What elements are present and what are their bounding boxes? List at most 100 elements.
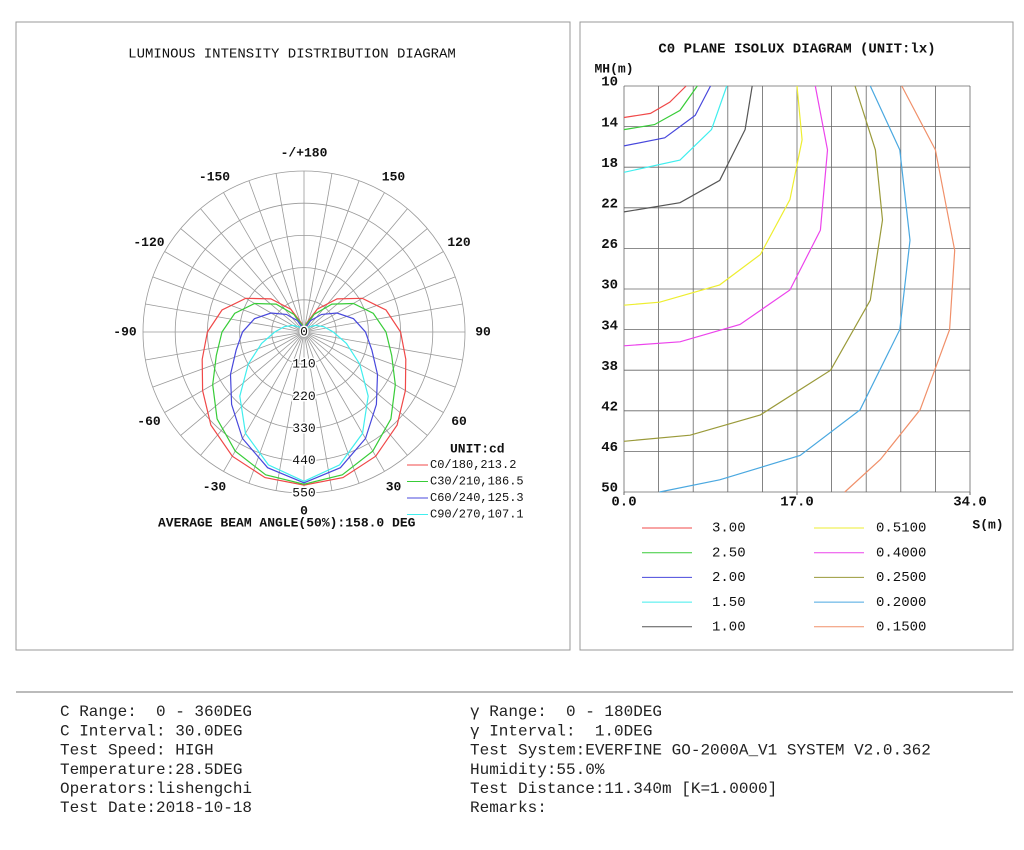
legend-label: 3.00: [712, 521, 746, 537]
intensity-curve: [239, 324, 369, 482]
y-tick-label: 34: [601, 318, 618, 334]
angle-tick-label: -60: [137, 414, 161, 429]
y-tick-label: 30: [601, 278, 618, 294]
isolux-curve: [623, 85, 698, 131]
radial-grid: [142, 170, 466, 494]
isolux-curve: [623, 85, 753, 213]
radial-grid: [174, 202, 434, 462]
y-tick-label: 10: [601, 75, 618, 91]
y-tick-label: 22: [601, 197, 618, 213]
spoke: [303, 331, 360, 484]
footer-text: γ Range: 0 - 180DEG: [470, 703, 662, 721]
spoke: [303, 331, 444, 413]
angle-tick-label: 60: [451, 414, 467, 429]
spoke: [145, 303, 305, 333]
spoke: [152, 331, 305, 388]
legend-label: 1.00: [712, 620, 746, 636]
isolux-curve: [623, 85, 728, 173]
unit-label: UNIT:cd: [450, 441, 505, 456]
spoke: [303, 173, 333, 333]
spoke: [303, 251, 444, 333]
legend-label: 2.50: [712, 545, 746, 561]
footer-text: γ Interval: 1.0DEG: [470, 722, 652, 740]
angle-tick-label: -90: [113, 324, 137, 339]
footer-text: C Range: 0 - 360DEG: [60, 703, 252, 721]
spoke: [164, 331, 305, 413]
intensity-curve: [229, 312, 379, 484]
spoke: [152, 276, 305, 333]
legend-label: 2.00: [712, 570, 746, 586]
footer-text: Test Distance:11.340m [K=1.0000]: [470, 780, 777, 798]
x-axis-label: S(m): [972, 517, 1003, 532]
y-tick-label: 38: [601, 359, 618, 375]
footer-text: Temperature:28.5DEG: [60, 761, 242, 779]
isolux-curve: [623, 85, 687, 119]
footer-text: Test System:EVERFINE GO-2000A_V1 SYSTEM …: [470, 742, 931, 760]
angle-tick-label: -120: [133, 235, 164, 250]
intensity-curve: [201, 297, 407, 486]
y-tick-label: 46: [601, 440, 618, 456]
x-tick-label: 17.0: [780, 495, 814, 511]
spoke: [303, 228, 428, 333]
footer-text: Test Date:2018-10-18: [60, 799, 252, 817]
spoke: [303, 180, 360, 333]
isolux-curve: [844, 85, 956, 493]
r-tick-label: 220: [292, 389, 315, 404]
isolux-curve: [623, 85, 884, 442]
footer-text: Humidity:55.0%: [470, 761, 605, 779]
legend-label: 0.2500: [876, 570, 926, 586]
r-tick-label: 440: [292, 453, 315, 468]
y-tick-label: 14: [601, 115, 618, 131]
angle-tick-label: -/+180: [281, 145, 328, 160]
angle-tick-label: -150: [199, 169, 230, 184]
angle-tick-label: 150: [382, 169, 406, 184]
angle-tick-label: 30: [386, 479, 402, 494]
footer-text: C Interval: 30.0DEG: [60, 722, 242, 740]
x-tick-label: 0.0: [611, 495, 636, 511]
spoke: [303, 276, 456, 333]
spoke: [303, 331, 385, 472]
angle-tick-label: 0: [300, 503, 308, 518]
intensity-curve: [212, 302, 396, 485]
right-panel: [579, 21, 1014, 651]
isolux-curve: [623, 85, 712, 147]
isolux-title: C0 PLANE ISOLUX DIAGRAM (UNIT:lx): [658, 42, 935, 58]
spoke: [303, 331, 333, 491]
polar-title: LUMINOUS INTENSITY DISTRIBUTION DIAGRAM: [128, 47, 456, 63]
radial-grid: [271, 299, 337, 365]
annotation: AVERAGE BEAM ANGLE(50%):158.0 DEG: [158, 515, 416, 530]
legend-label: 0.5100: [876, 521, 926, 537]
spoke: [303, 331, 456, 388]
y-tick-label: 18: [601, 156, 618, 172]
r-tick-label: 550: [292, 485, 315, 500]
spoke: [200, 208, 305, 333]
spoke: [303, 331, 463, 361]
legend-label: 1.50: [712, 595, 746, 611]
footer-text: Test Speed: HIGH: [60, 742, 214, 760]
r-tick-label: 110: [292, 357, 315, 372]
footer-text: Operators:lishengchi: [60, 780, 252, 798]
left-panel: [15, 21, 571, 651]
legend-label: 0.1500: [876, 620, 926, 636]
spoke: [164, 251, 305, 333]
y-tick-label: 26: [601, 237, 618, 253]
footer-text: Remarks:: [470, 799, 547, 817]
angle-tick-label: -30: [203, 479, 227, 494]
y-axis-label: MH(m): [594, 61, 633, 76]
r-tick-label: 330: [292, 421, 315, 436]
spoke: [145, 331, 305, 361]
isolux-curve: [659, 85, 911, 493]
spoke: [180, 228, 305, 333]
isolux-curve: [623, 85, 829, 347]
y-tick-label: 50: [601, 481, 618, 497]
legend-label: C60/240,125.3: [430, 491, 524, 505]
legend-label: C30/210,186.5: [430, 475, 524, 489]
angle-tick-label: 120: [447, 235, 471, 250]
spoke: [303, 303, 463, 333]
spoke: [303, 331, 428, 436]
spoke: [275, 331, 305, 491]
spoke: [248, 180, 305, 333]
spoke: [223, 331, 305, 472]
angle-tick-label: 90: [475, 324, 491, 339]
